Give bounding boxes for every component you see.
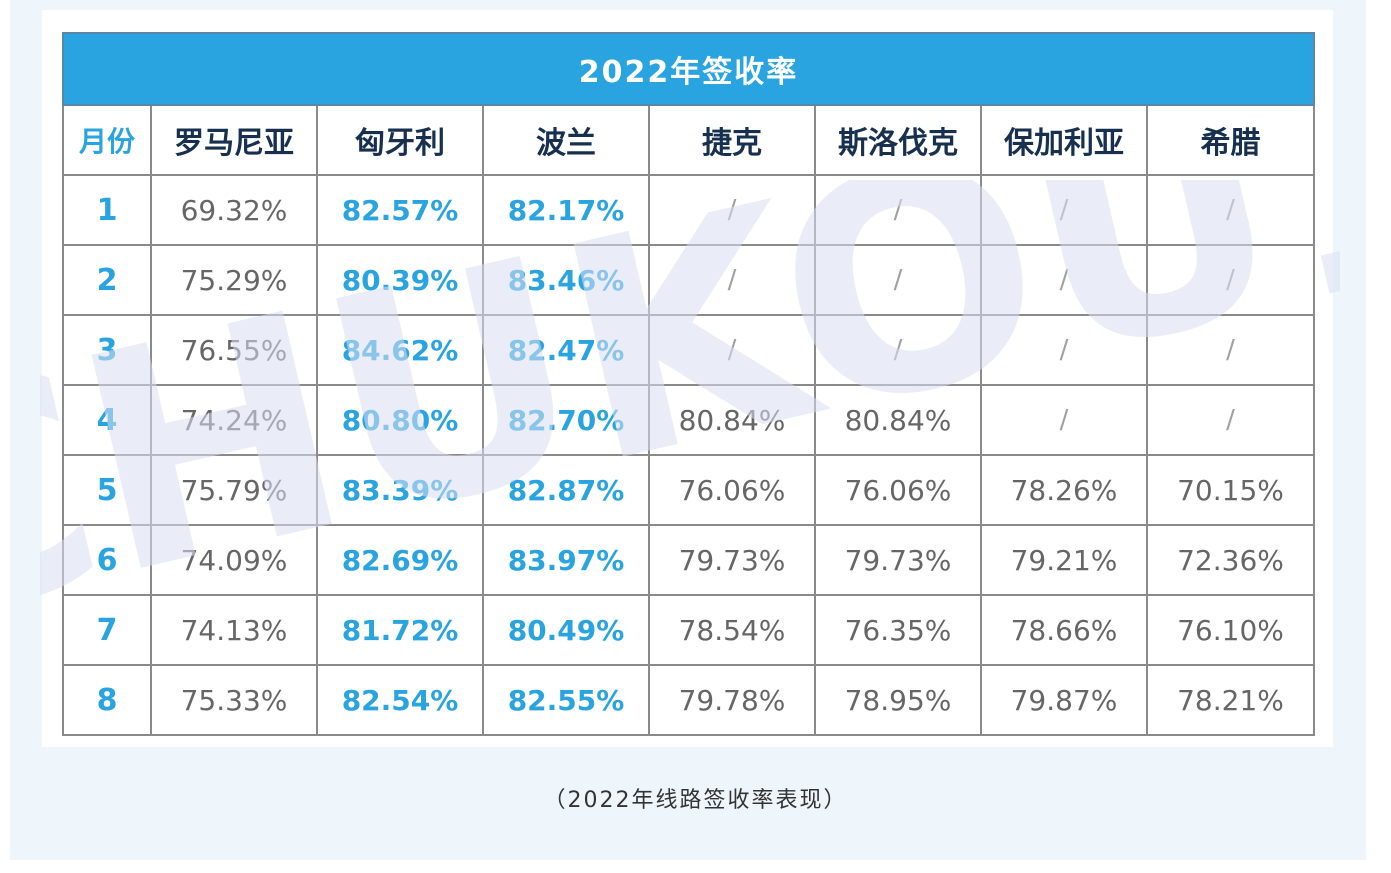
column-header-hungary: 匈牙利 — [316, 104, 484, 176]
rate-cell: 83.97% — [482, 524, 650, 596]
rate-cell: 74.09% — [150, 524, 318, 596]
rate-cell: 78.66% — [980, 594, 1148, 666]
month-cell: 6 — [62, 524, 152, 596]
month-cell: 5 — [62, 454, 152, 526]
table-row: 5 75.79% 83.39% 82.87% 76.06% 76.06% 78.26% 70.… — [62, 454, 1315, 526]
rate-cell: / — [980, 384, 1148, 456]
column-header-poland: 波兰 — [482, 104, 650, 176]
column-header-month: 月份 — [62, 104, 152, 176]
rate-cell: / — [814, 314, 982, 386]
rate-cell: 82.54% — [316, 664, 484, 736]
rate-cell: 78.54% — [648, 594, 816, 666]
rate-cell: 70.15% — [1146, 454, 1315, 526]
table-row: 4 74.24% 80.80% 82.70% 80.84% 80.84% / / — [62, 384, 1315, 456]
rate-cell: 82.70% — [482, 384, 650, 456]
rate-cell: / — [814, 244, 982, 316]
rate-cell: 78.26% — [980, 454, 1148, 526]
rate-cell: 80.80% — [316, 384, 484, 456]
rate-cell: 83.46% — [482, 244, 650, 316]
rate-cell: 72.36% — [1146, 524, 1315, 596]
month-cell: 8 — [62, 664, 152, 736]
rate-cell: 69.32% — [150, 174, 318, 246]
rate-cell: 82.17% — [482, 174, 650, 246]
rate-cell: / — [1146, 314, 1315, 386]
table-row: 1 69.32% 82.57% 82.17% / / / / — [62, 174, 1315, 246]
rate-cell: 84.62% — [316, 314, 484, 386]
rate-cell: 75.29% — [150, 244, 318, 316]
rate-cell: / — [1146, 174, 1315, 246]
column-header-czech: 捷克 — [648, 104, 816, 176]
rate-cell: / — [980, 314, 1148, 386]
table-body: 1 69.32% 82.57% 82.17% / / //2 75.29% 80.39% 83.4… — [62, 174, 1315, 736]
rate-cell: 76.10% — [1146, 594, 1315, 666]
rate-cell: 76.06% — [814, 454, 982, 526]
rate-cell: / — [980, 244, 1148, 316]
rate-cell: 79.87% — [980, 664, 1148, 736]
rate-cell: 82.57% — [316, 174, 484, 246]
column-header-bulgaria: 保加利亚 — [980, 104, 1148, 176]
rate-cell: 74.24% — [150, 384, 318, 456]
table-row: 7 74.13% 81.72% 80.49% 78.54% 76.35% 78.66% 76.… — [62, 594, 1315, 666]
rate-cell: 75.79% — [150, 454, 318, 526]
rate-cell: 78.21% — [1146, 664, 1315, 736]
signing-rate-table: 2022年签收率 月份 罗马尼亚 匈牙利 波兰 捷克 斯洛伐克 保加利亚 希腊 … — [62, 32, 1315, 736]
rate-cell: 82.69% — [316, 524, 484, 596]
rate-cell: 79.78% — [648, 664, 816, 736]
rate-cell: / — [814, 174, 982, 246]
column-header-greece: 希腊 — [1146, 104, 1315, 176]
rate-cell: / — [648, 174, 816, 246]
rate-cell: 80.49% — [482, 594, 650, 666]
table-row: 6 74.09% 82.69% 83.97% 79.73% 79.73% 79.21% 72.… — [62, 524, 1315, 596]
rate-cell: 74.13% — [150, 594, 318, 666]
table-caption: （2022年线路签收率表现） — [543, 788, 848, 813]
month-cell: 1 — [62, 174, 152, 246]
month-cell: 7 — [62, 594, 152, 666]
rate-cell: 83.39% — [316, 454, 484, 526]
rate-cell: / — [1146, 244, 1315, 316]
rate-cell: 82.55% — [482, 664, 650, 736]
month-cell: 4 — [62, 384, 152, 456]
table-title: 2022年签收率 — [62, 32, 1315, 106]
rate-cell: 81.72% — [316, 594, 484, 666]
rate-cell: 75.33% — [150, 664, 318, 736]
rate-cell: 79.73% — [814, 524, 982, 596]
rate-cell: 80.39% — [316, 244, 484, 316]
rate-cell: 76.06% — [648, 454, 816, 526]
rate-cell: / — [1146, 384, 1315, 456]
rate-cell: 82.47% — [482, 314, 650, 386]
rate-cell: 80.84% — [648, 384, 816, 456]
rate-cell: 78.95% — [814, 664, 982, 736]
rate-cell: / — [648, 244, 816, 316]
rate-cell: 76.35% — [814, 594, 982, 666]
table-row: 3 76.55% 84.62% 82.47% / / / / — [62, 314, 1315, 386]
header-row: 月份 罗马尼亚 匈牙利 波兰 捷克 斯洛伐克 保加利亚 希腊 — [62, 104, 1315, 176]
rate-cell: 80.84% — [814, 384, 982, 456]
column-header-slovakia: 斯洛伐克 — [814, 104, 982, 176]
column-header-romania: 罗马尼亚 — [150, 104, 318, 176]
table-row: 2 75.29% 80.39% 83.46% / / / / — [62, 244, 1315, 316]
rate-cell: 79.73% — [648, 524, 816, 596]
rate-cell: 82.87% — [482, 454, 650, 526]
rate-cell: / — [980, 174, 1148, 246]
rate-cell: 76.55% — [150, 314, 318, 386]
table-row: 8 75.33% 82.54% 82.55% 79.78% 78.95% 79.87% 78.… — [62, 664, 1315, 736]
month-cell: 3 — [62, 314, 152, 386]
rate-cell: / — [648, 314, 816, 386]
rate-cell: 79.21% — [980, 524, 1148, 596]
month-cell: 2 — [62, 244, 152, 316]
